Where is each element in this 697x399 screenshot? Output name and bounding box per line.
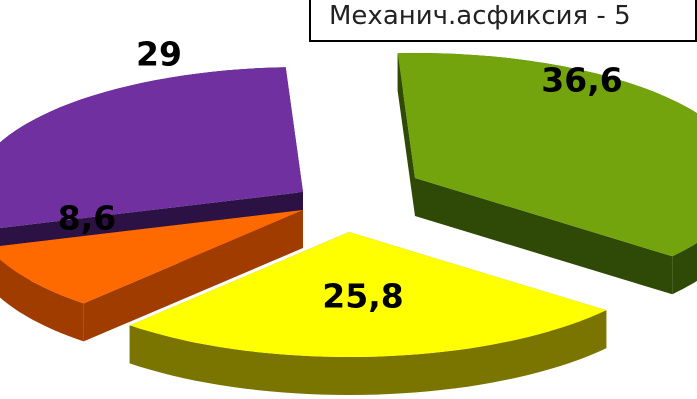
pie-slice-25-8	[129, 232, 607, 395]
data-label-25-8: 25,8	[322, 277, 403, 316]
legend-box: Механич.асфиксия - 5	[309, 0, 697, 42]
pie-slice-side	[129, 310, 607, 395]
data-label-29: 29	[136, 35, 182, 74]
pie-slice-top	[0, 67, 303, 228]
pie-slice-wall	[415, 178, 673, 295]
pie-slice-36-6	[397, 53, 697, 295]
data-label-8-6: 8,6	[58, 199, 116, 238]
pie-slice-top	[129, 232, 607, 357]
data-label-36-6: 36,6	[541, 61, 622, 100]
legend-text: Механич.асфиксия - 5	[329, 1, 631, 31]
pie-slice-wall	[397, 53, 415, 217]
pie-slice-top	[397, 53, 697, 257]
pie-slice-top	[0, 210, 303, 304]
pie-slice-8-6	[0, 210, 303, 342]
